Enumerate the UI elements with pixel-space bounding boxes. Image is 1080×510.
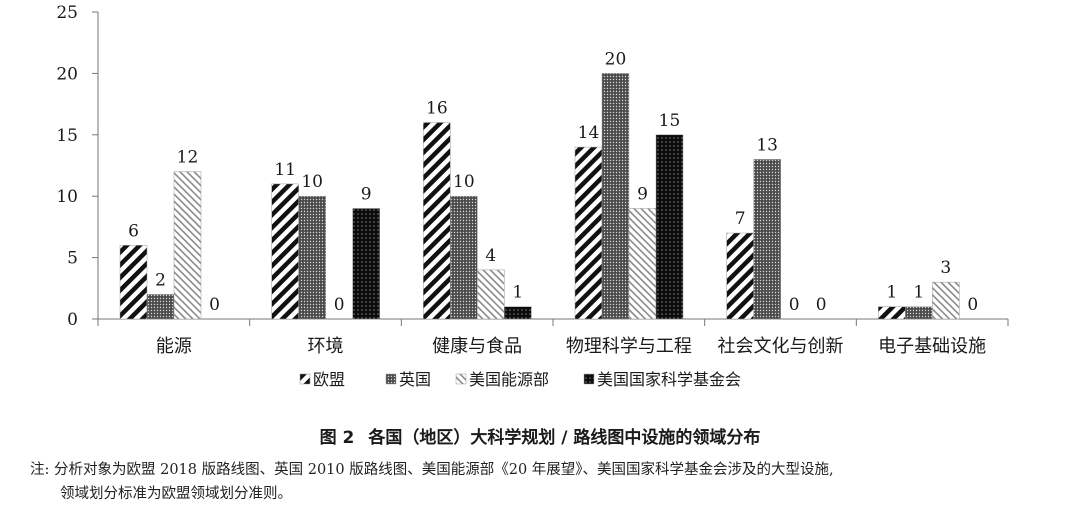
data-label: 4 (485, 246, 496, 266)
legend-label: 英国 (399, 370, 431, 389)
x-tick-label: 能源 (156, 336, 192, 357)
figure-number: 图 2 (319, 428, 355, 448)
bar (146, 294, 175, 320)
data-label: 0 (209, 295, 220, 315)
data-label: 2 (155, 270, 166, 290)
note-line-2: 领域划分标准为欧盟领域划分准则。 (60, 486, 292, 502)
x-tick-label: 环境 (308, 336, 344, 357)
data-label: 10 (453, 172, 475, 192)
legend-label: 欧盟 (313, 370, 345, 389)
bar (352, 208, 380, 320)
bar (932, 281, 960, 320)
data-label: 15 (659, 111, 681, 131)
note-prefix: 注: (30, 462, 50, 478)
bar (601, 73, 630, 320)
bar (173, 171, 202, 320)
data-label: 11 (274, 160, 296, 180)
bar (271, 183, 299, 320)
data-label: 14 (578, 123, 600, 143)
bar (726, 232, 754, 320)
bar (423, 122, 451, 320)
bar (477, 269, 505, 320)
bar (450, 195, 478, 320)
data-label: 12 (177, 148, 199, 168)
bars (119, 73, 960, 320)
y-tick-label: 25 (56, 3, 78, 23)
legend-swatch (299, 373, 311, 385)
figure-title: 各国（地区）大科学规划 / 路线图中设施的领域分布 (368, 428, 761, 448)
data-label: 0 (789, 295, 800, 315)
bar (878, 306, 906, 320)
bar (655, 134, 684, 320)
data-label: 0 (334, 295, 345, 315)
data-label: 1 (886, 283, 897, 303)
data-label: 1 (913, 283, 924, 303)
data-label: 7 (735, 209, 746, 229)
data-label: 13 (756, 135, 778, 155)
legend-swatch (385, 373, 397, 385)
y-tick-label: 20 (56, 64, 78, 84)
y-tick-label: 5 (67, 249, 78, 269)
bar (753, 159, 781, 320)
bar (504, 306, 532, 320)
x-tick-label: 健康与食品 (432, 336, 522, 357)
y-tick-label: 10 (56, 187, 78, 207)
bar (119, 245, 148, 320)
legend: 欧盟 英国 美国能源部 美国国家科学基金会 (299, 370, 741, 389)
x-tick-label: 电子基础设施 (878, 336, 986, 357)
x-tick-label: 物理科学与工程 (566, 336, 692, 357)
data-label: 3 (940, 258, 951, 278)
note-line-1: 分析对象为欧盟 2018 版路线图、英国 2010 版路线图、美国能源部《20 … (54, 462, 834, 478)
data-label: 6 (128, 221, 139, 241)
bar (574, 146, 603, 320)
data-label: 9 (361, 184, 372, 204)
bar (628, 208, 657, 320)
data-label: 1 (512, 283, 523, 303)
legend-swatch (455, 373, 467, 385)
data-label: 20 (605, 49, 627, 69)
data-label: 9 (637, 184, 648, 204)
legend-label: 美国能源部 (469, 370, 549, 389)
bar (298, 195, 326, 320)
legend-swatch (583, 373, 595, 385)
figure-note: 注: 分析对象为欧盟 2018 版路线图、英国 2010 版路线图、美国能源部《… (30, 458, 834, 506)
y-tick-label: 15 (56, 126, 78, 146)
data-label: 10 (301, 172, 323, 192)
x-tick-label: 社会文化与创新 (718, 336, 844, 357)
bar (905, 306, 933, 320)
data-label: 0 (816, 295, 827, 315)
figure-caption: 图 2 各国（地区）大科学规划 / 路线图中设施的领域分布 (0, 423, 1080, 448)
data-label: 0 (967, 295, 978, 315)
y-tick-label: 0 (67, 310, 78, 330)
legend-label: 美国国家科学基金会 (597, 370, 741, 389)
data-label: 16 (426, 99, 448, 119)
